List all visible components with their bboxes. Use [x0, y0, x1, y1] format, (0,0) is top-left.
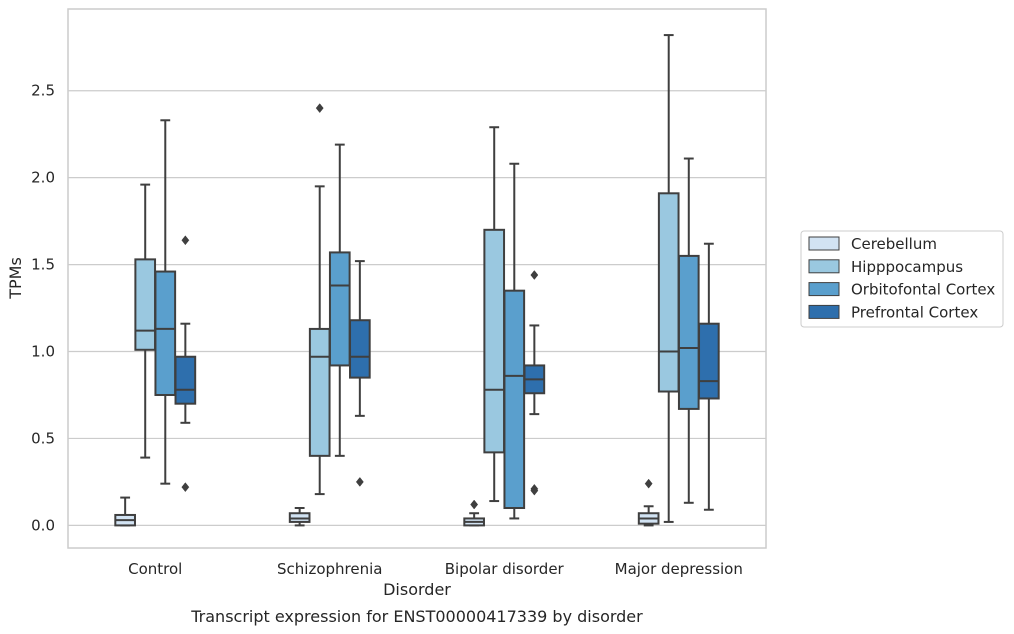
- box-orbitofontal-cortex-schizophrenia: [328, 143, 351, 457]
- box-hipppocampus-schizophrenia: [308, 103, 331, 496]
- series-cerebellum: [114, 478, 660, 527]
- x-axis-ticks: Control Schizophrenia Bipolar disorder Majo…: [128, 560, 743, 578]
- outlier-point: [644, 478, 653, 489]
- legend: Cerebellum Hipppocampus Orbitofontal Corte…: [800, 230, 1004, 328]
- legend-swatch: [808, 304, 840, 319]
- legend-label: Prefrontal Cortex: [851, 303, 978, 321]
- legend-item-prefrontal-cortex: Prefrontal Cortex: [808, 303, 978, 321]
- y-tick-label: 2.0: [31, 169, 55, 187]
- x-tick-label: Schizophrenia: [277, 560, 382, 578]
- series-orbitofontal-cortex: [154, 119, 700, 520]
- outlier-point: [315, 103, 324, 114]
- box-prefrontal-cortex-schizophrenia: [349, 260, 371, 487]
- legend-item-hipppocampus: Hipppocampus: [808, 258, 963, 276]
- box-prefrontal-cortex-major-depression: [698, 242, 720, 511]
- y-axis-label: TPMs: [6, 257, 25, 300]
- box-iqr: [134, 258, 157, 351]
- box-cerebellum-schizophrenia: [288, 507, 311, 527]
- plot-area-frame: [67, 8, 767, 549]
- legend-swatch: [808, 259, 840, 274]
- legend-item-orbitofontal-cortex: Orbitofontal Cortex: [808, 281, 995, 299]
- legend-label: Cerebellum: [851, 235, 937, 253]
- outlier-point: [530, 485, 539, 496]
- box-iqr: [328, 251, 351, 367]
- legend-swatch: [808, 282, 840, 297]
- box-hipppocampus-major-depression: [657, 34, 680, 523]
- outlier-point: [181, 235, 190, 246]
- outlier-point: [181, 482, 190, 493]
- box-iqr: [657, 192, 680, 393]
- box-iqr: [483, 228, 506, 454]
- box-iqr: [677, 254, 700, 410]
- box-iqr: [698, 322, 720, 400]
- box-orbitofontal-cortex-control: [154, 119, 177, 485]
- legend-label: Hipppocampus: [851, 258, 963, 276]
- box-orbitofontal-cortex-major-depression: [677, 157, 700, 504]
- y-tick-label: 0.5: [31, 429, 55, 447]
- x-axis-label: Disorder: [383, 580, 451, 599]
- y-tick-label: 1.0: [31, 343, 55, 361]
- box-cerebellum-control: [114, 496, 136, 527]
- series-prefrontal-cortex: [174, 235, 720, 511]
- box-hipppocampus-control: [134, 183, 157, 459]
- box-series: [114, 34, 720, 527]
- box-iqr: [174, 355, 197, 405]
- legend-swatch: [808, 236, 840, 251]
- x-tick-label: Control: [128, 560, 182, 578]
- y-tick-label: 0.0: [31, 516, 55, 534]
- box-iqr: [308, 327, 331, 457]
- x-tick-label: Bipolar disorder: [445, 560, 565, 578]
- y-tick-label: 1.5: [31, 256, 55, 274]
- y-axis-ticks: 0.0 0.5 1.0 1.5 2.0 2.5: [31, 82, 55, 535]
- outlier-point: [470, 499, 479, 510]
- box-hipppocampus-bipolar-disorder: [483, 126, 506, 503]
- y-tick-label: 2.5: [31, 82, 55, 100]
- legend-label: Orbitofontal Cortex: [851, 281, 995, 299]
- chart-caption: Transcript expression for ENST0000041733…: [190, 607, 643, 626]
- box-iqr: [503, 289, 526, 510]
- outlier-point: [355, 477, 364, 487]
- outlier-point: [530, 270, 539, 280]
- box-iqr: [349, 319, 371, 379]
- legend-frame: [800, 230, 1004, 328]
- box-cerebellum-major-depression: [637, 478, 660, 527]
- box-cerebellum-bipolar-disorder: [463, 499, 485, 527]
- box-prefrontal-cortex-bipolar-disorder: [523, 270, 546, 496]
- box-prefrontal-cortex-control: [174, 235, 197, 493]
- box-orbitofontal-cortex-bipolar-disorder: [503, 162, 526, 520]
- box-iqr: [154, 270, 177, 396]
- legend-item-cerebellum: Cerebellum: [808, 235, 937, 253]
- x-tick-label: Major depression: [615, 560, 743, 578]
- series-hipppocampus: [134, 34, 680, 523]
